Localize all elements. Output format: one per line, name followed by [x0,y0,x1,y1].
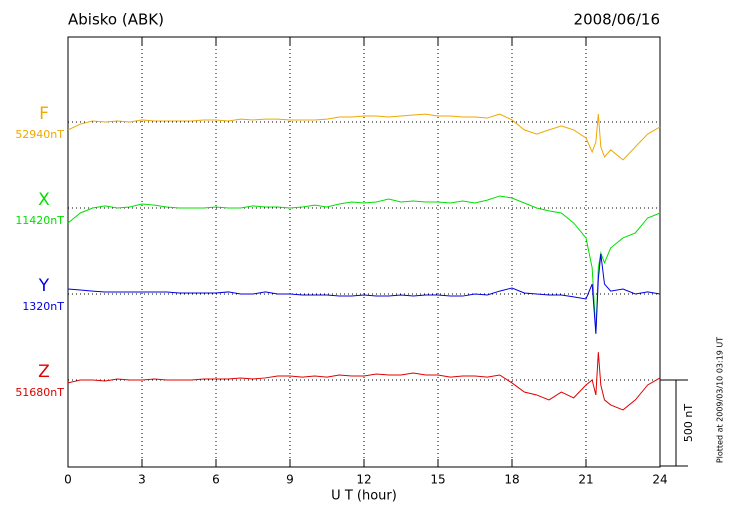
x-tick-label: 15 [430,473,445,487]
series-name: Z [38,362,50,382]
chart-title: Abisko (ABK) [68,11,164,29]
scale-bar-label: 500 nT [682,404,695,442]
x-tick-label: 24 [652,473,667,487]
baseline-label: 51680nT [15,386,64,399]
x-tick-label: 21 [578,473,593,487]
series-name: X [38,190,50,210]
baseline-label: 1320nT [22,300,64,313]
x-axis-label: U T (hour) [331,489,397,504]
series-line [67,254,661,334]
x-tick-label: 12 [356,473,371,487]
x-tick-label: 9 [286,473,294,487]
baseline-label: 52940nT [15,128,64,141]
series-line [67,113,661,161]
x-tick-label: 18 [504,473,519,487]
baseline-label: 11420nT [15,214,64,227]
series-line [67,352,661,411]
series-name: F [39,104,49,124]
footnote: Plotted at 2009/03/10 03:19 UT [716,337,725,463]
date: 2008/06/16 [574,11,660,29]
series-line [67,195,661,333]
x-tick-label: 3 [138,473,146,487]
x-tick-label: 0 [64,473,72,487]
series-name: Y [38,276,50,296]
x-tick-label: 6 [212,473,220,487]
